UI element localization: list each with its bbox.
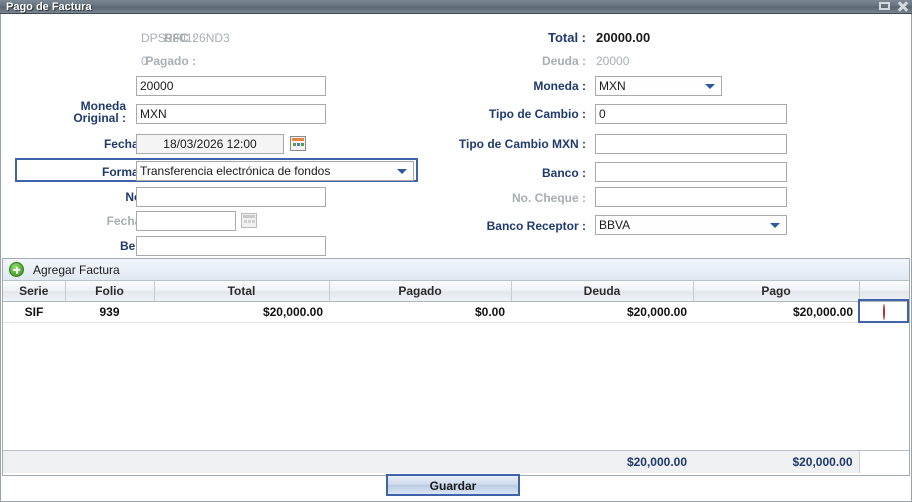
- field-tipo-cambio: Tipo de Cambio :: [401, 104, 591, 124]
- no-cheque-input[interactable]: [595, 187, 787, 207]
- forma-pago-select[interactable]: Transferencia electrónica de fondos: [136, 161, 414, 181]
- plus-circle-icon[interactable]: [9, 262, 24, 277]
- minus-circle-icon[interactable]: [883, 303, 885, 320]
- calendar-icon-fecha-cheque[interactable]: [241, 213, 257, 228]
- fecha-cheque-input[interactable]: [136, 211, 236, 231]
- grid-toolbar: Agregar Factura: [3, 259, 909, 281]
- window-controls: [879, 1, 908, 11]
- restore-icon[interactable]: [879, 2, 890, 10]
- cell-deuda: $20,000.00: [511, 301, 693, 323]
- cell-remove: [859, 301, 909, 323]
- column-header-total[interactable]: Total: [154, 281, 330, 302]
- no-cuenta-input[interactable]: [136, 187, 326, 207]
- window-frame: RFC : DPS980126ND3 Pagado : 0 Pago : Mon…: [0, 14, 912, 502]
- cell-pago: $20,000.00: [693, 301, 859, 323]
- pago-input[interactable]: [136, 76, 326, 96]
- field-tipo-cambio-mxn: Tipo de Cambio MXN :: [401, 134, 591, 154]
- invoice-table: Serie Folio Total Pagado Deuda Pago SIF …: [3, 281, 909, 323]
- beneficiario-input[interactable]: [136, 236, 326, 256]
- banco-receptor-selected-value: BBVA: [599, 218, 631, 232]
- invoice-grid-panel: Agregar Factura Serie Folio Total: [2, 258, 910, 476]
- field-rfc-value: DPS980126ND3: [141, 31, 230, 45]
- window-titlebar: Pago de Factura: [0, 0, 912, 14]
- calendar-icon-fecha-pago[interactable]: [290, 136, 306, 151]
- field-banco-label: Banco :: [541, 165, 586, 180]
- field-total: Total :: [401, 27, 591, 47]
- chevron-down-icon: [770, 223, 780, 228]
- column-header-pagado[interactable]: Pagado: [329, 281, 512, 302]
- table-row[interactable]: SIF 939 $20,000.00 $0.00 $20,000.00 $20,…: [3, 301, 909, 323]
- field-rfc-label: RFC :: [164, 30, 196, 45]
- forma-pago-selected-value: Transferencia electrónica de fondos: [140, 164, 331, 178]
- payment-form: RFC : DPS980126ND3 Pagado : 0 Pago : Mon…: [1, 14, 911, 256]
- fecha-pago-input[interactable]: [136, 134, 284, 154]
- close-icon[interactable]: [897, 1, 908, 11]
- totals-deuda: $20,000.00: [511, 450, 693, 473]
- table-header-row: Serie Folio Total Pagado Deuda Pago: [3, 281, 909, 302]
- cell-pagado: $0.00: [329, 301, 511, 323]
- save-button[interactable]: Guardar: [386, 474, 520, 496]
- field-pagado-label: Pagado :: [145, 53, 196, 68]
- column-header-pago[interactable]: Pago: [693, 281, 860, 302]
- totals-spacer-4: [329, 450, 511, 473]
- field-banco-receptor-label: Banco Receptor :: [486, 218, 586, 233]
- cell-total: $20,000.00: [154, 301, 329, 323]
- totals-spacer-1: [3, 450, 65, 473]
- chevron-down-icon: [705, 84, 715, 89]
- window-title: Pago de Factura: [6, 1, 92, 13]
- column-header-deuda[interactable]: Deuda: [511, 281, 694, 302]
- grid-totals-footer: $20,000.00 $20,000.00: [3, 449, 909, 473]
- totals-pago: $20,000.00: [693, 450, 859, 473]
- field-deuda-value: 20000: [596, 54, 630, 68]
- totals-spacer-5: [858, 450, 909, 473]
- banco-input[interactable]: [595, 162, 787, 182]
- banco-receptor-select[interactable]: BBVA: [595, 215, 787, 235]
- column-header-actions: [859, 281, 909, 302]
- field-no-cheque: No. Cheque :: [401, 188, 591, 208]
- field-no-cheque-label: No. Cheque :: [512, 190, 586, 205]
- field-tipo-cambio-label: Tipo de Cambio :: [488, 106, 586, 121]
- field-deuda-label: Deuda :: [541, 53, 586, 68]
- field-moneda-original-label: Moneda Original :: [73, 99, 126, 125]
- field-pagado: Pagado :: [1, 51, 201, 71]
- tipo-cambio-input[interactable]: [595, 104, 787, 124]
- cell-folio: 939: [65, 301, 154, 323]
- add-invoice-button[interactable]: Agregar Factura: [33, 262, 120, 277]
- field-deuda: Deuda :: [401, 51, 591, 71]
- field-total-value: 20000.00: [596, 30, 651, 45]
- field-banco: Banco :: [401, 163, 591, 183]
- chevron-down-icon: [397, 169, 407, 174]
- totals-spacer-2: [65, 450, 154, 473]
- grid-empty-body: $20,000.00 $20,000.00: [3, 322, 909, 473]
- field-moneda-label: Moneda :: [533, 78, 586, 93]
- tipo-cambio-mxn-input[interactable]: [595, 134, 787, 154]
- field-total-label: Total :: [547, 29, 586, 45]
- moneda-original-input[interactable]: [136, 104, 326, 124]
- cell-serie: SIF: [3, 301, 65, 323]
- field-pagado-value: 0: [141, 54, 148, 68]
- totals-table: $20,000.00 $20,000.00: [3, 450, 909, 473]
- column-header-folio[interactable]: Folio: [65, 281, 155, 302]
- totals-spacer-3: [154, 450, 329, 473]
- field-banco-receptor: Banco Receptor :: [401, 216, 591, 236]
- field-rfc: RFC :: [1, 28, 201, 48]
- field-tipo-cambio-mxn-label: Tipo de Cambio MXN :: [458, 136, 586, 151]
- column-header-serie[interactable]: Serie: [3, 281, 66, 302]
- moneda-select[interactable]: MXN: [595, 76, 722, 96]
- field-moneda: Moneda :: [401, 76, 591, 96]
- moneda-selected-value: MXN: [599, 79, 626, 93]
